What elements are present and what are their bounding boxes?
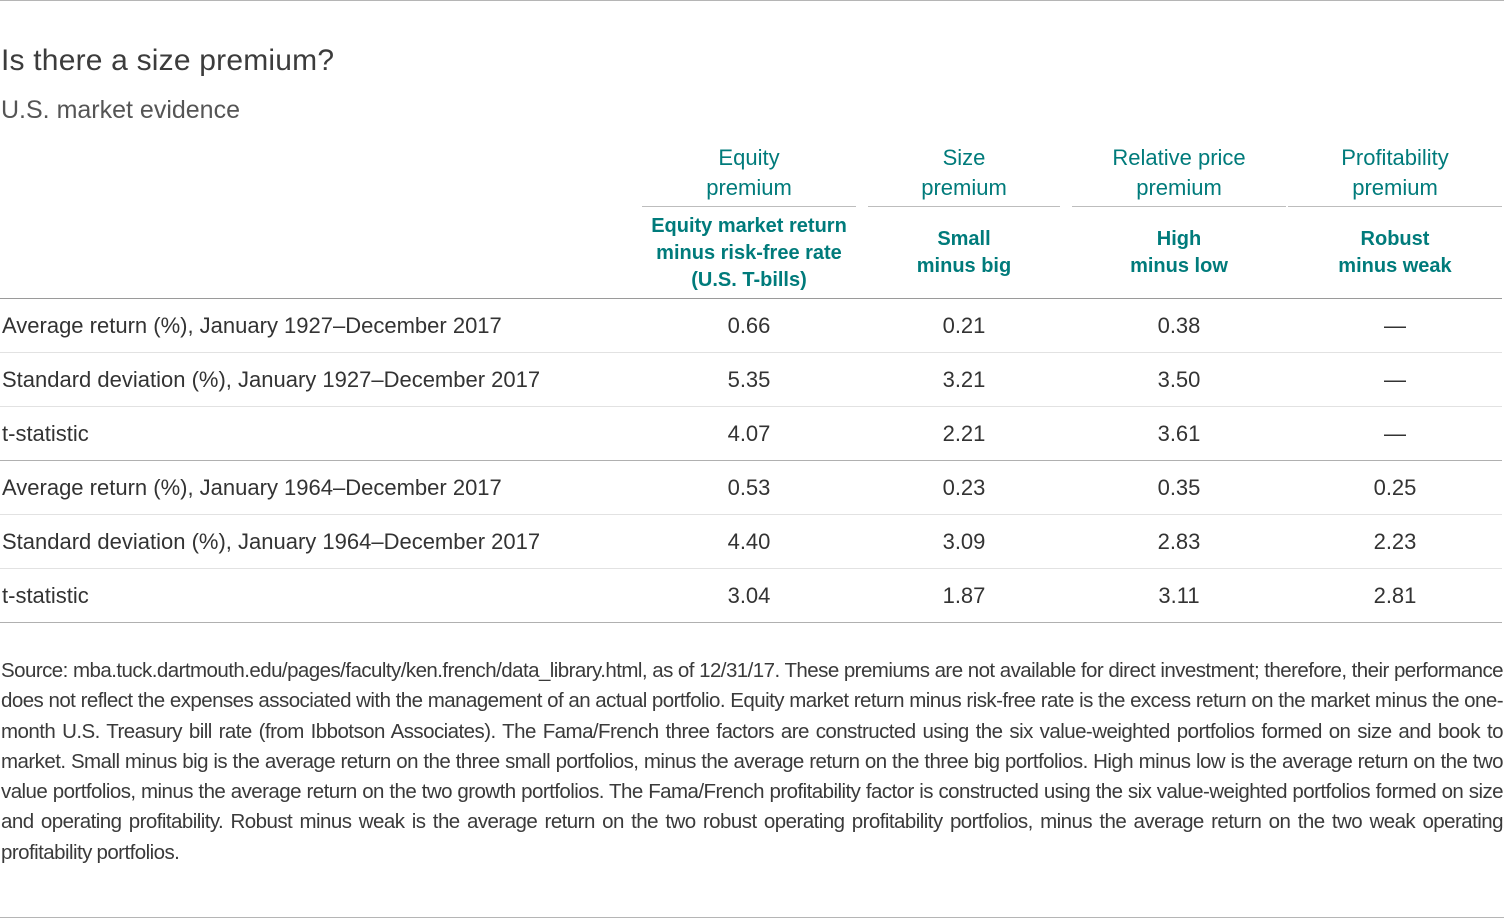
header-divider <box>642 206 856 207</box>
page-title: Is there a size premium? <box>1 44 335 77</box>
table-row: Average return (%), January 1964–Decembe… <box>0 461 1502 515</box>
col-name-profitability: Profitability premium <box>1288 143 1502 203</box>
cell-relative-price: 0.35 <box>1157 475 1201 500</box>
col-definition-line: High <box>1156 228 1202 250</box>
cell-profitability: — <box>1384 367 1406 392</box>
cell-relative-price: 3.50 <box>1157 367 1201 392</box>
col-definition-line: minus big <box>916 255 1012 277</box>
col-name-line: Profitability <box>1341 145 1449 170</box>
cell-size: 3.09 <box>942 529 986 554</box>
col-name-line: premium <box>706 175 792 200</box>
col-definition-size: Small minus big <box>871 226 1057 280</box>
row-label: t-statistic <box>2 583 89 608</box>
cell-equity: 4.07 <box>727 421 771 446</box>
col-header-equity: Equity premium Equity market return minu… <box>642 143 856 294</box>
cell-profitability: 0.25 <box>1373 475 1417 500</box>
header-divider <box>1072 206 1286 207</box>
table-row: Average return (%), January 1927–Decembe… <box>0 299 1502 353</box>
row-label: Standard deviation (%), January 1927–Dec… <box>2 367 541 392</box>
bottom-rule <box>0 917 1504 918</box>
top-rule <box>0 0 1504 1</box>
cell-equity: 4.40 <box>727 529 771 554</box>
col-name-relative-price: Relative price premium <box>1072 143 1286 203</box>
cell-relative-price: 3.61 <box>1157 421 1201 446</box>
row-separator <box>0 352 1502 353</box>
row-separator <box>0 568 1502 569</box>
row-label: Standard deviation (%), January 1964–Dec… <box>2 529 541 554</box>
cell-profitability: 2.81 <box>1373 583 1417 608</box>
cell-size: 0.21 <box>942 313 986 338</box>
col-header-profitability: Profitability premium Robust minus weak <box>1288 143 1502 280</box>
table-row: t-statistic 4.07 2.21 3.61 — <box>0 407 1502 461</box>
table-row: Standard deviation (%), January 1927–Dec… <box>0 353 1502 407</box>
col-name-line: premium <box>921 175 1007 200</box>
col-definition-line: minus risk-free rate <box>656 242 842 264</box>
col-name-line: premium <box>1352 175 1438 200</box>
cell-equity: 0.53 <box>727 475 771 500</box>
cell-size: 1.87 <box>942 583 986 608</box>
table-bottom-rule <box>0 622 1502 623</box>
table-row: Standard deviation (%), January 1964–Dec… <box>0 515 1502 569</box>
col-definition-line: (U.S. T-bills) <box>691 269 807 291</box>
row-separator <box>0 514 1502 515</box>
col-definition-profitability: Robust minus weak <box>1288 226 1502 280</box>
col-name-size: Size premium <box>871 143 1057 203</box>
header-rule <box>0 298 1502 299</box>
cell-equity: 3.04 <box>727 583 771 608</box>
col-definition-equity: Equity market return minus risk-free rat… <box>642 213 856 294</box>
row-separator <box>0 406 1502 407</box>
header-divider <box>868 206 1060 207</box>
page-subtitle: U.S. market evidence <box>1 96 240 124</box>
cell-relative-price: 0.38 <box>1157 313 1201 338</box>
cell-size: 2.21 <box>942 421 986 446</box>
col-definition-line: minus weak <box>1338 255 1452 277</box>
col-definition-relative-price: High minus low <box>1072 226 1286 280</box>
col-name-line: Size <box>942 145 986 170</box>
col-definition-line: Robust <box>1360 228 1430 250</box>
cell-size: 0.23 <box>942 475 986 500</box>
col-name-line: Equity <box>718 145 780 170</box>
cell-relative-price: 2.83 <box>1157 529 1201 554</box>
col-header-size: Size premium Small minus big <box>871 143 1057 280</box>
table-row: t-statistic 3.04 1.87 3.11 2.81 <box>0 569 1502 623</box>
row-label: t-statistic <box>2 421 89 446</box>
cell-relative-price: 3.11 <box>1158 583 1200 608</box>
cell-profitability: — <box>1384 313 1406 338</box>
cell-profitability: 2.23 <box>1373 529 1417 554</box>
period-separator <box>0 460 1502 461</box>
col-definition-line: Equity market return <box>651 215 847 237</box>
cell-equity: 5.35 <box>727 367 771 392</box>
col-definition-line: minus low <box>1130 255 1228 277</box>
col-name-line: Relative price <box>1112 145 1246 170</box>
col-header-relative-price: Relative price premium High minus low <box>1072 143 1286 280</box>
row-label: Average return (%), January 1964–Decembe… <box>2 475 502 500</box>
cell-equity: 0.66 <box>727 313 771 338</box>
header-divider <box>1288 206 1502 207</box>
cell-profitability: — <box>1384 421 1406 446</box>
row-label: Average return (%), January 1927–Decembe… <box>2 313 502 338</box>
col-name-equity: Equity premium <box>642 143 856 203</box>
col-definition-line: Small <box>937 228 991 250</box>
source-footnote: Source: mba.tuck.dartmouth.edu/pages/fac… <box>1 659 1504 864</box>
cell-size: 3.21 <box>942 367 986 392</box>
col-name-line: premium <box>1136 175 1222 200</box>
